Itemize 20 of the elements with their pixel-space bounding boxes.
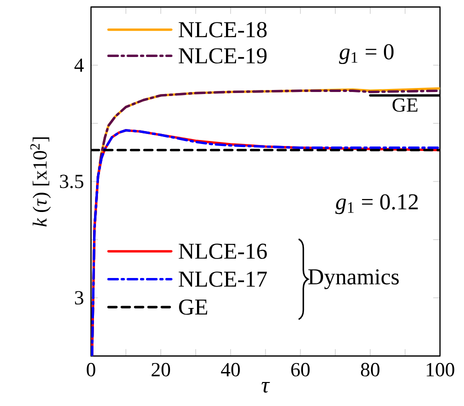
annotation: g$_{1}$ = 0.12 bbox=[335, 194, 418, 214]
y-axis-title: k (τ) [x10$^{2}$] bbox=[30, 137, 51, 227]
x-tick-label: 80 bbox=[360, 362, 380, 376]
x-axis-title: τ bbox=[262, 382, 270, 393]
y-tick-label: 4 bbox=[74, 58, 84, 72]
legend-label: NLCE-18 bbox=[178, 22, 267, 38]
legend-label: GE bbox=[179, 300, 208, 315]
x-tick-label: 100 bbox=[426, 362, 454, 376]
x-tick-label: 40 bbox=[221, 362, 240, 376]
legend-label: NLCE-17 bbox=[178, 272, 267, 287]
annotation: Dynamics bbox=[308, 269, 399, 290]
annotation: g$_{1}$ = 0 bbox=[339, 44, 394, 64]
y-tick-label: 3 bbox=[75, 291, 84, 305]
x-tick-label: 60 bbox=[291, 362, 310, 376]
legend-label: NLCE-19 bbox=[178, 48, 267, 64]
series-label: GE bbox=[392, 98, 418, 112]
x-tick-label: 0 bbox=[86, 362, 96, 376]
y-tick-label: 3.5 bbox=[60, 174, 84, 188]
x-tick-label: 20 bbox=[152, 362, 170, 376]
legend-label: NLCE-16 bbox=[178, 244, 267, 259]
